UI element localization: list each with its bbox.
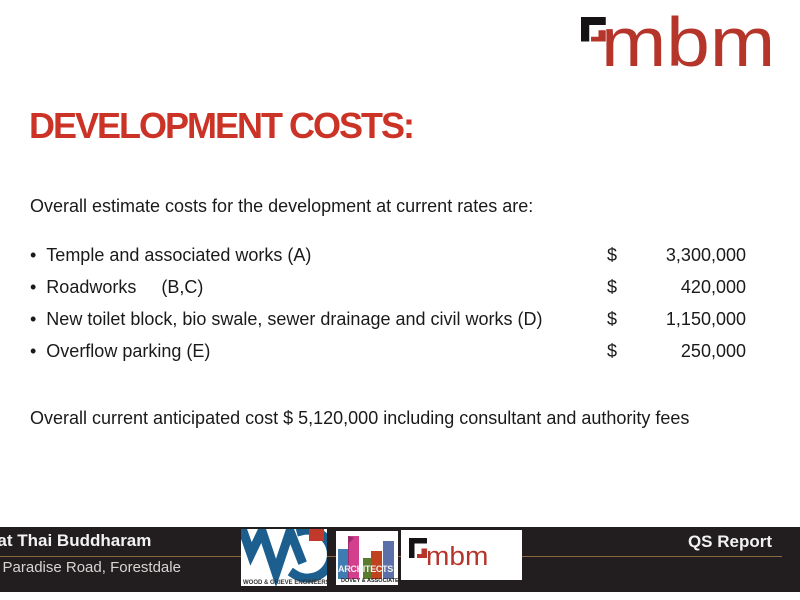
- svg-text:mbm: mbm: [426, 542, 488, 571]
- svg-text:WOOD & GRIEVE ENGINEERS: WOOD & GRIEVE ENGINEERS: [243, 580, 327, 586]
- svg-text:DOVEY & ASSOCIATES: DOVEY & ASSOCIATES: [341, 578, 398, 584]
- svg-text:ARCHITECTS: ARCHITECTS: [338, 564, 393, 574]
